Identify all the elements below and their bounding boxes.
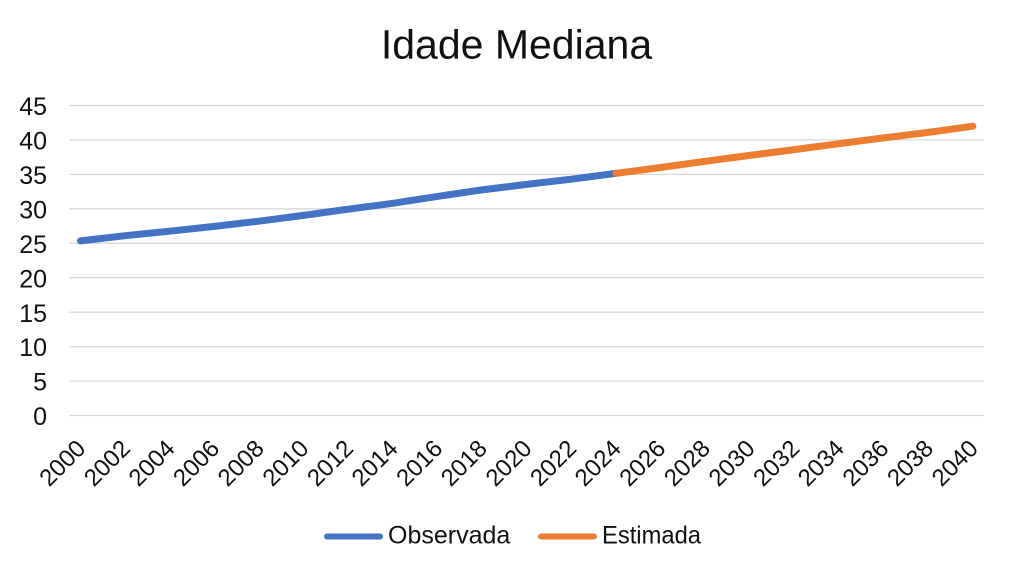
- svg-text:Idade Mediana: Idade Mediana: [381, 22, 652, 68]
- svg-text:25: 25: [19, 231, 47, 259]
- svg-text:0: 0: [33, 403, 47, 431]
- svg-text:20: 20: [19, 265, 47, 293]
- svg-text:30: 30: [19, 196, 47, 224]
- svg-text:15: 15: [19, 300, 47, 328]
- svg-text:40: 40: [19, 128, 47, 156]
- svg-text:Observada: Observada: [388, 522, 510, 550]
- svg-text:45: 45: [19, 93, 47, 121]
- svg-text:10: 10: [19, 334, 47, 362]
- svg-text:35: 35: [19, 162, 47, 190]
- svg-text:Estimada: Estimada: [602, 522, 701, 550]
- svg-text:5: 5: [33, 369, 47, 397]
